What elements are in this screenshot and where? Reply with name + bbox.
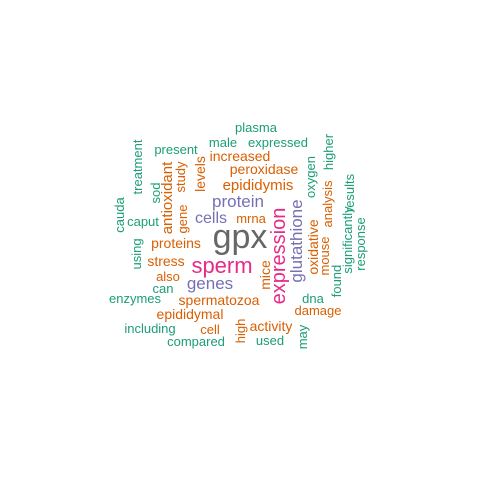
word-peroxidase: peroxidase <box>230 161 299 177</box>
word-oxygen: oxygen <box>303 156 318 198</box>
word-treatment: treatment <box>130 139 145 194</box>
word-enzymes: enzymes <box>109 291 162 306</box>
word-expressed: expressed <box>248 135 308 150</box>
word-proteins: proteins <box>151 235 201 251</box>
word-also: also <box>156 269 180 284</box>
word-epididymis: epididymis <box>223 177 294 194</box>
word-male: male <box>209 135 237 150</box>
word-mrna: mrna <box>236 211 266 226</box>
word-dna: dna <box>302 291 324 306</box>
word-sperm: sperm <box>191 253 252 278</box>
word-gene: gene <box>175 205 190 234</box>
word-mouse: mouse <box>317 236 332 275</box>
word-caput: caput <box>127 214 159 229</box>
word-used: used <box>256 333 284 348</box>
word-study: study <box>173 161 188 193</box>
word-may: may <box>295 324 310 349</box>
word-found: found <box>329 265 344 298</box>
word-stress: stress <box>147 253 184 269</box>
word-glutathione: glutathione <box>287 199 306 282</box>
word-cell: cell <box>200 322 220 337</box>
word-sod: sod <box>148 183 163 204</box>
word-analysis: analysis <box>320 180 335 227</box>
word-increased: increased <box>210 148 271 164</box>
word-cells: cells <box>195 210 227 227</box>
word-antioxidant: antioxidant <box>159 161 176 234</box>
word-genes: genes <box>187 274 233 293</box>
word-higher: higher <box>321 133 336 170</box>
word-levels: levels <box>192 156 208 192</box>
word-plasma: plasma <box>235 120 278 135</box>
word-high: high <box>233 319 248 344</box>
word-using: using <box>129 238 144 269</box>
word-including: including <box>124 321 175 336</box>
word-protein: protein <box>212 192 264 211</box>
word-mice: mice <box>257 260 273 290</box>
word-present: present <box>154 142 198 157</box>
word-epididymal: epididymal <box>157 306 224 322</box>
word-expression: expression <box>268 208 290 305</box>
word-damage: damage <box>295 303 342 318</box>
word-activity: activity <box>250 318 293 334</box>
word-response: response <box>353 217 368 270</box>
word-significantly: significantly <box>340 206 355 274</box>
word-results: results <box>342 173 357 212</box>
word-can: can <box>153 281 174 296</box>
word-spermatozoa: spermatozoa <box>179 292 260 308</box>
word-oxidative: oxidative <box>305 219 321 274</box>
word-cauda: cauda <box>112 197 127 233</box>
word-compared: compared <box>167 334 225 349</box>
word-gpx: gpx <box>213 218 268 256</box>
